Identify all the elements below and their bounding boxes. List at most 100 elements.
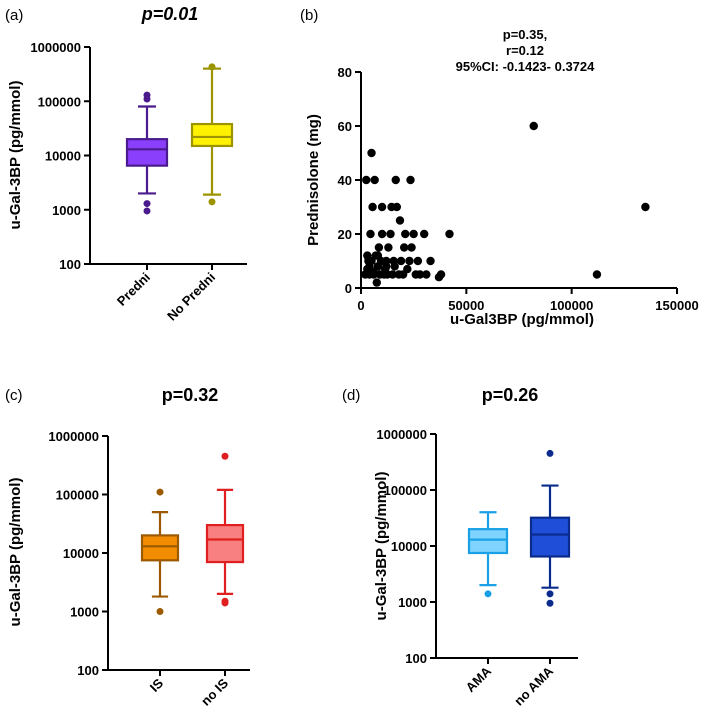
outlier-point — [143, 207, 151, 215]
scatter-point — [420, 229, 429, 239]
scatter-point — [445, 229, 454, 239]
outlier-point — [546, 599, 554, 607]
scatter-point — [388, 270, 397, 279]
y-tick-label: 1000 — [398, 595, 427, 610]
outlier-point — [546, 449, 554, 457]
scatter-point — [529, 121, 538, 131]
scatter-point — [395, 216, 405, 225]
scatter-point — [368, 202, 377, 212]
scatter-point — [377, 229, 387, 239]
y-tick-label: 10000 — [63, 546, 99, 561]
scatter-point — [641, 202, 650, 212]
y-tick-label: 40 — [338, 173, 352, 188]
scatter-point — [405, 256, 414, 266]
chart-title: p=0.26 — [482, 385, 539, 405]
outlier-point — [208, 198, 216, 206]
outlier-point — [546, 590, 554, 598]
scatter-point — [369, 267, 378, 276]
chart-title: p=0.32 — [162, 385, 219, 405]
panel-d-boxplot: p=0.26 u-Gal-3BP (pg/mmol) 100 1000 10000 100… — [373, 385, 578, 709]
x-tick-label: 0 — [357, 298, 364, 313]
scatter-point — [407, 243, 416, 252]
y-tick-label: 100000 — [38, 94, 81, 109]
y-axis-title: u-Gal-3BP (pg/mmol) — [7, 81, 24, 230]
y-tick-label: 80 — [338, 65, 352, 80]
outlier-point — [484, 590, 492, 598]
scatter-point — [390, 262, 399, 271]
panel-label-a: (a) — [5, 7, 23, 24]
y-tick-label: 10000 — [391, 539, 427, 554]
scatter-point — [406, 175, 415, 185]
x-tick-label: Predni — [114, 270, 153, 309]
box-predni — [125, 138, 169, 167]
outlier-point — [143, 91, 151, 99]
scatter-point — [426, 256, 435, 266]
x-tick-label: no AMA — [511, 663, 556, 708]
panel-label-b: (b) — [300, 7, 318, 24]
scatter-point — [392, 202, 402, 212]
y-tick-label: 100000 — [56, 488, 99, 503]
y-tick-label: 100 — [405, 651, 427, 666]
x-tick-label: IS — [147, 675, 167, 695]
scatter-point — [436, 270, 446, 279]
scatter-point — [382, 262, 391, 271]
panel-c-boxplot: p=0.32 u-Gal-3BP (pg/mmol) 100 1000 10000 100… — [7, 385, 250, 709]
y-tick-label: 20 — [338, 227, 352, 242]
scatter-point — [391, 175, 400, 185]
outlier-point — [156, 608, 164, 615]
scatter-point — [415, 270, 425, 279]
chart-title: p=0.01 — [141, 4, 199, 24]
scatter-point — [384, 243, 393, 252]
y-tick-label: 1000 — [52, 203, 81, 218]
box-no-predni — [190, 122, 234, 148]
x-tick-label: 100000 — [550, 298, 593, 313]
x-axis-title: u-Gal3BP (pg/mmol) — [450, 311, 594, 328]
panel-label-d: (d) — [342, 387, 360, 404]
scatter-point — [370, 175, 379, 185]
y-tick-label: 1000000 — [48, 429, 99, 444]
y-tick-label: 1000000 — [30, 40, 81, 55]
scatter-point — [362, 175, 371, 185]
y-tick-label: 100 — [59, 257, 81, 272]
y-axis-title: u-Gal-3BP (pg/mmol) — [373, 472, 390, 621]
scatter-point — [409, 229, 418, 239]
x-tick-label: no IS — [198, 675, 231, 708]
scatter-point — [396, 256, 406, 266]
outlier-point — [156, 488, 164, 496]
y-tick-label: 10000 — [45, 149, 81, 164]
outlier-point — [143, 200, 151, 208]
scatter-point — [401, 229, 410, 239]
y-tick-label: 100000 — [384, 483, 427, 498]
scatter-point — [372, 278, 381, 287]
scatter-point — [367, 256, 376, 266]
x-tick-label: 50000 — [448, 298, 484, 313]
scatter-point — [367, 148, 376, 158]
stats-annotation-line: r=0.12 — [506, 43, 544, 58]
outlier-point — [221, 452, 229, 460]
box-no-is — [205, 523, 245, 564]
outlier-point — [221, 597, 229, 605]
scatter-point — [366, 229, 375, 239]
scatter-point — [592, 270, 602, 279]
box-ama — [467, 528, 509, 555]
panel-label-c: (c) — [5, 387, 23, 404]
box-no-ama — [529, 516, 571, 558]
scatter-point — [374, 243, 384, 252]
x-tick-label: AMA — [463, 663, 495, 695]
y-axis-title: Prednisolone (mg) — [305, 114, 322, 246]
y-tick-label: 1000000 — [376, 427, 427, 442]
y-tick-label: 0 — [345, 281, 352, 296]
x-tick-label: No Predni — [164, 270, 218, 324]
x-tick-label: 150000 — [655, 298, 698, 313]
scatter-point — [373, 251, 383, 260]
y-axis-title: u-Gal-3BP (pg/mmol) — [7, 478, 24, 627]
scatter-point — [386, 229, 395, 239]
y-tick-label: 100 — [77, 663, 99, 678]
outlier-point — [208, 63, 216, 71]
scatter-point — [422, 270, 431, 279]
scatter-point — [399, 243, 409, 252]
panel-a-boxplot: p=0.01 u-Gal-3BP (pg/mmol) 100 1000 10000 100… — [7, 4, 247, 324]
y-tick-label: 60 — [338, 119, 352, 134]
